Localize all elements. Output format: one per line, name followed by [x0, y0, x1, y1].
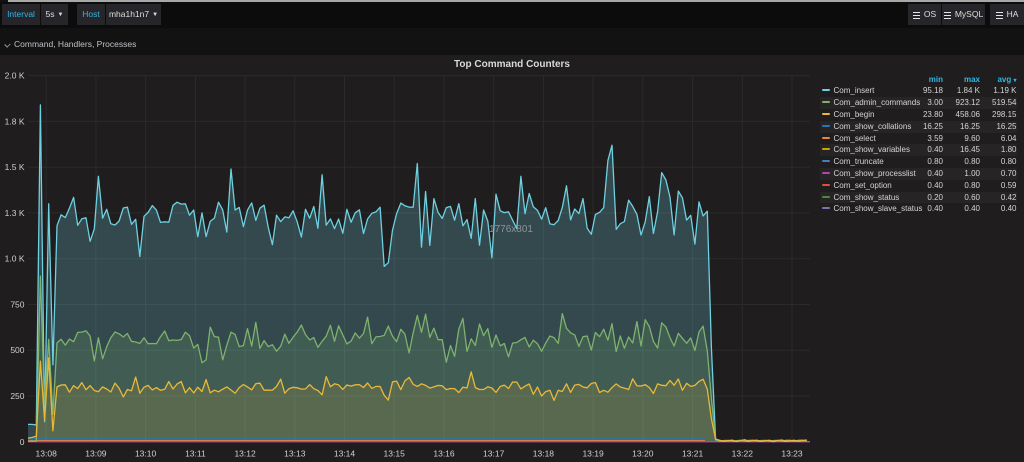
svg-text:500: 500 [10, 345, 24, 355]
svg-text:13:18: 13:18 [533, 449, 555, 459]
svg-text:0: 0 [20, 437, 25, 447]
svg-text:1.5 K: 1.5 K [5, 162, 25, 172]
svg-text:1.0 K: 1.0 K [5, 254, 25, 264]
svg-text:13:09: 13:09 [85, 449, 107, 459]
svg-text:2.0 K: 2.0 K [5, 71, 25, 81]
svg-text:13:11: 13:11 [185, 449, 206, 459]
svg-text:13:17: 13:17 [483, 449, 505, 459]
svg-text:13:23: 13:23 [781, 449, 803, 459]
svg-text:13:10: 13:10 [135, 449, 157, 459]
svg-text:750: 750 [10, 300, 24, 310]
svg-text:13:08: 13:08 [36, 449, 58, 459]
svg-text:13:19: 13:19 [582, 449, 604, 459]
svg-text:250: 250 [10, 391, 24, 401]
svg-text:1.3 K: 1.3 K [5, 208, 25, 218]
svg-text:13:15: 13:15 [384, 449, 406, 459]
svg-text:1.8 K: 1.8 K [5, 116, 25, 126]
svg-text:13:22: 13:22 [732, 449, 754, 459]
svg-text:13:20: 13:20 [632, 449, 654, 459]
svg-text:13:13: 13:13 [284, 449, 306, 459]
svg-text:13:21: 13:21 [682, 449, 704, 459]
svg-text:13:12: 13:12 [234, 449, 256, 459]
svg-text:13:16: 13:16 [433, 449, 455, 459]
svg-text:13:14: 13:14 [334, 449, 356, 459]
